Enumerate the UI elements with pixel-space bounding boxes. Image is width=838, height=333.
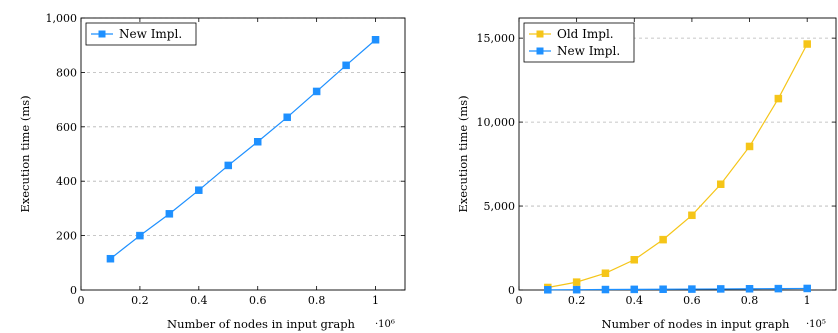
chart1-legend: New Impl. xyxy=(85,22,197,46)
chart2-data-point xyxy=(803,40,811,48)
chart2-data-point xyxy=(659,235,667,244)
chart1-y-axis-label: Execution time (ms) xyxy=(18,95,32,212)
chart2-legend-label: Old Impl. xyxy=(557,27,614,41)
chart1-data-point xyxy=(106,254,115,263)
chart2-data-point xyxy=(803,284,811,293)
chart2-data-point xyxy=(716,285,725,293)
chart2-data-point xyxy=(601,269,610,277)
chart2-x-tick-label: 0.8 xyxy=(741,294,759,307)
chart2-data-point xyxy=(716,180,725,188)
chart2-x-tick-label: 0.6 xyxy=(683,294,701,307)
chart1-data-point xyxy=(165,210,174,218)
chart2-x-exponent: ·10⁵ xyxy=(806,319,826,330)
chart1-data-point xyxy=(371,36,380,44)
chart2-data-point xyxy=(774,284,783,293)
chart2-data-point xyxy=(774,94,783,103)
chart2-legend: Old Impl. New Impl. xyxy=(523,22,635,63)
chart2-data-point xyxy=(745,142,754,151)
chart2-legend-box xyxy=(523,22,635,63)
chart1-x-tick-label: 0.2 xyxy=(131,294,149,307)
chart2-y-tick-label: 5,000 xyxy=(484,200,516,213)
chart1-y-tick-label: 800 xyxy=(56,66,77,79)
chart2-data-point xyxy=(601,285,610,294)
chart1-x-axis-label: Number of nodes in input graph xyxy=(167,317,356,331)
chart2-x-tick-label: 1 xyxy=(804,294,811,307)
chart2-x-tick-label: 0.2 xyxy=(568,294,586,307)
chart1-data-point xyxy=(342,61,350,70)
chart2-axes-frame xyxy=(518,17,837,291)
chart2-y-tick-label: 10,000 xyxy=(477,116,516,129)
chart2-data-point xyxy=(659,285,667,293)
chart2-x-tick-label: 0 xyxy=(516,294,523,307)
chart2-x-tick-label: 0.4 xyxy=(626,294,644,307)
chart2-data-point xyxy=(572,278,581,286)
chart1-data-point xyxy=(253,138,262,146)
chart2-series-line xyxy=(547,43,808,289)
chart1-x-tick-label: 0.8 xyxy=(308,294,326,307)
chart1-data-point xyxy=(283,113,291,122)
chart1-y-tick-label: 1,000 xyxy=(46,12,78,25)
chart1-x-exponent: ·10⁶ xyxy=(375,319,395,330)
chart1-data-point xyxy=(312,87,321,96)
chart2-data-point xyxy=(544,286,552,294)
chart2-legend-label: New Impl. xyxy=(557,44,620,58)
chart1-y-tick-label: 600 xyxy=(56,121,77,134)
chart1-y-tick-label: 0 xyxy=(70,284,77,297)
chart2-data-point xyxy=(630,256,639,264)
chart2-data-point xyxy=(688,211,696,220)
chart2-legend-marker xyxy=(536,30,544,38)
chart1-data-point xyxy=(136,231,144,240)
chart2-data-point xyxy=(630,285,639,294)
chart1-series-line xyxy=(110,39,376,260)
chart2-data-point xyxy=(688,285,696,293)
chart1-plot: 0 200 400 600 800 1,000 0 0.2 0.4 0.6 0.8 1 Number o… xyxy=(18,12,406,331)
chart1-legend-marker xyxy=(98,30,106,38)
chart1-axes-frame xyxy=(80,17,406,291)
chart2-y-tick-label: 0 xyxy=(508,284,515,297)
chart2-plot: 0 5,000 10,000 15,000 0 0.2 0.4 0.6 0.8 1 Number o… xyxy=(456,17,837,331)
chart1-x-tick-label: 0.4 xyxy=(190,294,208,307)
chart2-y-tick-label: 15,000 xyxy=(477,32,516,45)
chart1-legend-box xyxy=(85,22,197,46)
chart2-series-line xyxy=(547,287,808,291)
chart1-x-tick-label: 0.6 xyxy=(249,294,267,307)
chart2-legend-marker xyxy=(536,47,544,55)
chart2-x-axis-label: Number of nodes in input graph xyxy=(602,317,791,331)
chart2-y-axis-label: Execution time (ms) xyxy=(456,95,470,212)
chart1-y-tick-label: 400 xyxy=(56,175,77,188)
chart1-x-tick-label: 1 xyxy=(372,294,379,307)
chart1-data-point xyxy=(224,161,233,170)
chart1-data-point xyxy=(195,186,203,194)
chart2-data-point xyxy=(572,285,581,294)
chart1-legend-label: New Impl. xyxy=(119,27,182,41)
chart1-y-tick-label: 200 xyxy=(56,230,77,243)
chart1-x-tick-label: 0 xyxy=(78,294,85,307)
chart2-data-point xyxy=(745,285,754,293)
